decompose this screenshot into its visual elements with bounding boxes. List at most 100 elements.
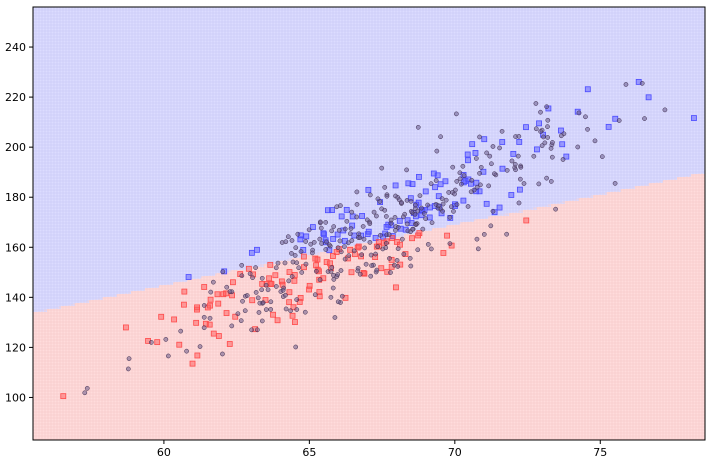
square-point bbox=[181, 288, 188, 295]
square-point bbox=[499, 139, 506, 145]
circle-point bbox=[504, 168, 510, 173]
circle-point bbox=[257, 300, 263, 306]
circle-point bbox=[395, 246, 401, 252]
circle-point bbox=[379, 165, 385, 171]
circle-point bbox=[420, 226, 426, 232]
circle-point bbox=[408, 198, 414, 204]
circle-point bbox=[415, 124, 421, 130]
circle-point bbox=[323, 220, 329, 225]
circle-point bbox=[457, 170, 463, 176]
circle-point bbox=[542, 140, 548, 146]
circle-point bbox=[197, 344, 203, 349]
circle-point bbox=[303, 261, 309, 267]
circle-point bbox=[412, 211, 418, 217]
circle-point bbox=[378, 232, 383, 238]
circle-point bbox=[351, 248, 357, 254]
square-point bbox=[313, 262, 319, 269]
square-point bbox=[185, 274, 192, 280]
circle-point bbox=[201, 303, 207, 308]
circle-point bbox=[473, 156, 479, 161]
circle-point bbox=[375, 244, 380, 250]
circle-point bbox=[303, 239, 309, 244]
square-point bbox=[405, 180, 412, 187]
circle-point bbox=[275, 260, 281, 266]
circle-point bbox=[453, 187, 458, 193]
circle-point bbox=[536, 181, 542, 187]
circle-point bbox=[509, 158, 515, 164]
circle-point bbox=[404, 221, 410, 227]
square-point bbox=[392, 182, 399, 189]
circle-point bbox=[317, 236, 323, 242]
circle-point bbox=[338, 268, 344, 273]
circle-point bbox=[407, 255, 413, 261]
circle-point bbox=[399, 200, 404, 205]
circle-point bbox=[533, 101, 539, 106]
circle-point bbox=[486, 183, 492, 189]
circle-point bbox=[367, 240, 373, 245]
square-point bbox=[389, 235, 396, 241]
circle-point bbox=[433, 178, 439, 183]
circle-point bbox=[268, 307, 274, 312]
square-point bbox=[393, 239, 400, 245]
circle-point bbox=[265, 287, 271, 293]
circle-point bbox=[428, 246, 434, 252]
circle-point bbox=[575, 144, 581, 150]
square-point bbox=[254, 246, 260, 253]
square-point bbox=[207, 302, 213, 309]
circle-point bbox=[249, 327, 254, 333]
square-point bbox=[306, 282, 313, 289]
circle-point bbox=[484, 150, 489, 156]
circle-point bbox=[425, 242, 431, 247]
circle-point bbox=[481, 232, 487, 237]
circle-point bbox=[263, 282, 269, 288]
circle-point bbox=[461, 173, 467, 179]
circle-point bbox=[545, 117, 551, 123]
square-point bbox=[291, 277, 298, 284]
circle-point bbox=[355, 268, 361, 274]
circle-point bbox=[289, 238, 295, 243]
circle-point bbox=[342, 256, 348, 262]
circle-point bbox=[374, 267, 380, 273]
circle-point bbox=[339, 293, 345, 299]
square-point bbox=[223, 310, 230, 316]
circle-point bbox=[395, 225, 401, 230]
upper-mesh-h bbox=[33, 7, 705, 311]
y-tick-label: 120 bbox=[5, 341, 26, 354]
circle-point bbox=[227, 289, 233, 294]
square-point bbox=[409, 235, 416, 242]
square-point bbox=[483, 200, 490, 207]
circle-point bbox=[346, 253, 352, 258]
square-point bbox=[584, 86, 591, 93]
square-point bbox=[354, 244, 361, 251]
square-point bbox=[469, 141, 476, 148]
circle-point bbox=[240, 298, 245, 304]
circle-point bbox=[516, 133, 522, 139]
circle-point bbox=[521, 181, 527, 186]
circle-point bbox=[599, 154, 605, 159]
circle-point bbox=[126, 356, 132, 361]
circle-point bbox=[380, 246, 386, 252]
plot-frame bbox=[32, 6, 706, 441]
circle-point bbox=[408, 208, 414, 214]
circle-point bbox=[541, 134, 546, 140]
circle-point bbox=[468, 189, 474, 195]
circle-point bbox=[368, 252, 374, 258]
circle-point bbox=[348, 226, 354, 231]
square-point bbox=[245, 265, 252, 272]
square-point bbox=[297, 236, 304, 243]
square-point bbox=[645, 94, 652, 101]
circle-point bbox=[490, 208, 496, 214]
circle-point bbox=[539, 143, 545, 149]
circle-point bbox=[583, 114, 588, 120]
circle-point bbox=[394, 258, 400, 263]
y-tick-label: 140 bbox=[5, 291, 26, 304]
square-point bbox=[201, 284, 208, 290]
y-tick-label: 240 bbox=[5, 41, 26, 54]
circle-point bbox=[268, 299, 274, 305]
circle-point bbox=[163, 337, 169, 342]
square-point bbox=[464, 151, 471, 158]
circle-point bbox=[239, 262, 245, 268]
circle-point bbox=[363, 261, 369, 267]
square-point bbox=[432, 184, 439, 191]
square-point bbox=[306, 286, 312, 293]
